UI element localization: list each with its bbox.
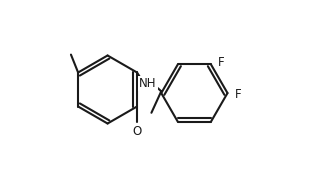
Text: F: F — [218, 56, 225, 69]
Text: F: F — [235, 88, 241, 101]
Text: O: O — [132, 125, 142, 138]
Text: NH: NH — [139, 77, 157, 90]
